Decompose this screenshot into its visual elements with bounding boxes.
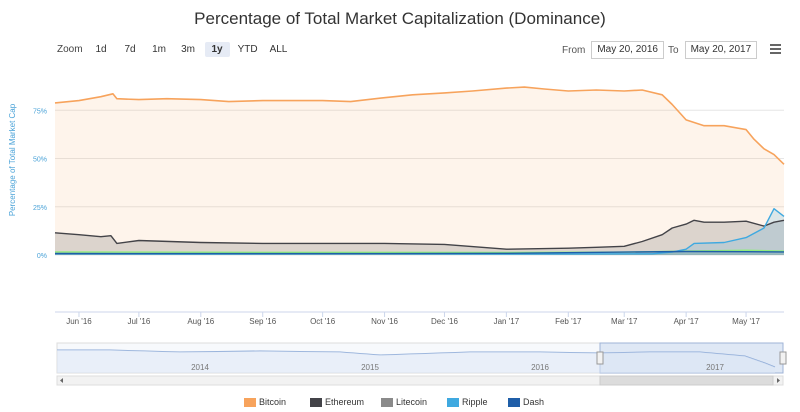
zoom-button-3m[interactable]: 3m xyxy=(181,44,196,55)
legend-label: Bitcoin xyxy=(259,397,287,407)
zoom-button-1d[interactable]: 1d xyxy=(95,44,107,55)
navigator: 2014 2015 2016 2017 xyxy=(56,342,787,386)
grid-lines xyxy=(55,109,784,256)
navigator-year-label: 2014 xyxy=(191,363,209,372)
x-tick-label: May '17 xyxy=(732,317,760,326)
chart-canvas: 0% 25% 50% 75% Jun '16 Jul '16 Aug '16 Sep '16 O… xyxy=(8,86,787,386)
scrollbar-track xyxy=(56,375,784,386)
x-tick-label: Jun '16 xyxy=(66,317,92,326)
navigator-year-label: 2016 xyxy=(531,363,549,372)
x-tick-label: Apr '17 xyxy=(674,317,700,326)
chart-title: Percentage of Total Market Capitalizatio… xyxy=(194,9,606,28)
legend-swatch xyxy=(447,397,459,407)
legend-label: Dash xyxy=(523,397,545,407)
from-label: From xyxy=(562,44,586,56)
x-tick-label: Oct '16 xyxy=(310,317,336,326)
legend-label: Ethereum xyxy=(325,397,365,407)
x-tick-label: Mar '17 xyxy=(611,317,638,326)
zoom-button-1y[interactable]: 1y xyxy=(204,42,230,57)
legend: Bitcoin Ethereum Litecoin Ripple Dash xyxy=(0,397,800,409)
scroll-right-icon[interactable] xyxy=(777,378,780,383)
hamburger-menu-icon[interactable] xyxy=(770,44,781,55)
series-line-dash xyxy=(54,250,785,255)
x-tick-label: Aug '16 xyxy=(187,317,214,326)
legend-swatch xyxy=(381,397,393,407)
legend-swatch xyxy=(508,397,520,407)
navigator-handle[interactable] xyxy=(596,351,604,365)
legend-swatch xyxy=(244,397,256,407)
series-line-ethereum xyxy=(54,219,785,250)
series-lines xyxy=(54,86,785,255)
zoom-selector: Zoom 1d 7d 1m 3m 1y YTD ALL xyxy=(57,42,295,57)
series-line-bitcoin xyxy=(54,86,785,165)
navigator-handle[interactable] xyxy=(779,351,787,365)
legend-item-ripple[interactable]: Ripple xyxy=(447,397,488,407)
y-axis-label: Percentage of Total Market Cap xyxy=(8,103,17,216)
zoom-label: Zoom xyxy=(57,44,83,55)
x-tick-label: Feb '17 xyxy=(555,317,582,326)
legend-item-litecoin[interactable]: Litecoin xyxy=(381,397,427,407)
scroll-left-icon[interactable] xyxy=(60,378,63,383)
axes: 0% 25% 50% 75% Jun '16 Jul '16 Aug '16 Sep '16 O… xyxy=(33,108,784,326)
series-area-ethereum xyxy=(55,220,784,255)
to-date-input[interactable]: May 20, 2017 xyxy=(684,41,758,59)
legend-label: Ripple xyxy=(462,397,488,407)
legend-label: Litecoin xyxy=(396,397,428,407)
series-area-bitcoin xyxy=(55,87,784,255)
legend-item-ethereum[interactable]: Ethereum xyxy=(310,397,364,407)
y-tick-label: 25% xyxy=(33,205,47,212)
navigator-year-label: 2017 xyxy=(706,363,724,372)
range-from: From May 20, 2016 xyxy=(562,41,664,59)
legend-swatch xyxy=(310,397,322,407)
legend-item-bitcoin[interactable]: Bitcoin xyxy=(244,397,286,407)
y-tick-label: 75% xyxy=(33,108,47,115)
navigator-series-area xyxy=(57,350,775,373)
x-tick-label: Dec '16 xyxy=(431,317,458,326)
scrollbar-thumb[interactable] xyxy=(599,375,774,386)
range-to: To May 20, 2017 xyxy=(668,41,758,59)
series-areas xyxy=(55,87,784,255)
navigator-year-label: 2015 xyxy=(361,363,379,372)
to-label: To xyxy=(668,44,679,56)
x-tick-label: Sep '16 xyxy=(249,317,276,326)
x-tick-label: Nov '16 xyxy=(371,317,398,326)
zoom-button-all[interactable]: ALL xyxy=(269,44,288,55)
zoom-button-1m[interactable]: 1m xyxy=(152,44,167,55)
y-tick-label: 50% xyxy=(33,157,47,164)
x-tick-label: Jan '17 xyxy=(494,317,520,326)
y-tick-label: 0% xyxy=(37,253,47,260)
from-date-input[interactable]: May 20, 2016 xyxy=(591,41,664,59)
zoom-button-ytd[interactable]: YTD xyxy=(237,44,258,55)
legend-item-dash[interactable]: Dash xyxy=(508,397,544,407)
x-tick-label: Jul '16 xyxy=(127,317,150,326)
zoom-button-7d[interactable]: 7d xyxy=(124,44,136,55)
series-line-litecoin xyxy=(54,249,785,254)
